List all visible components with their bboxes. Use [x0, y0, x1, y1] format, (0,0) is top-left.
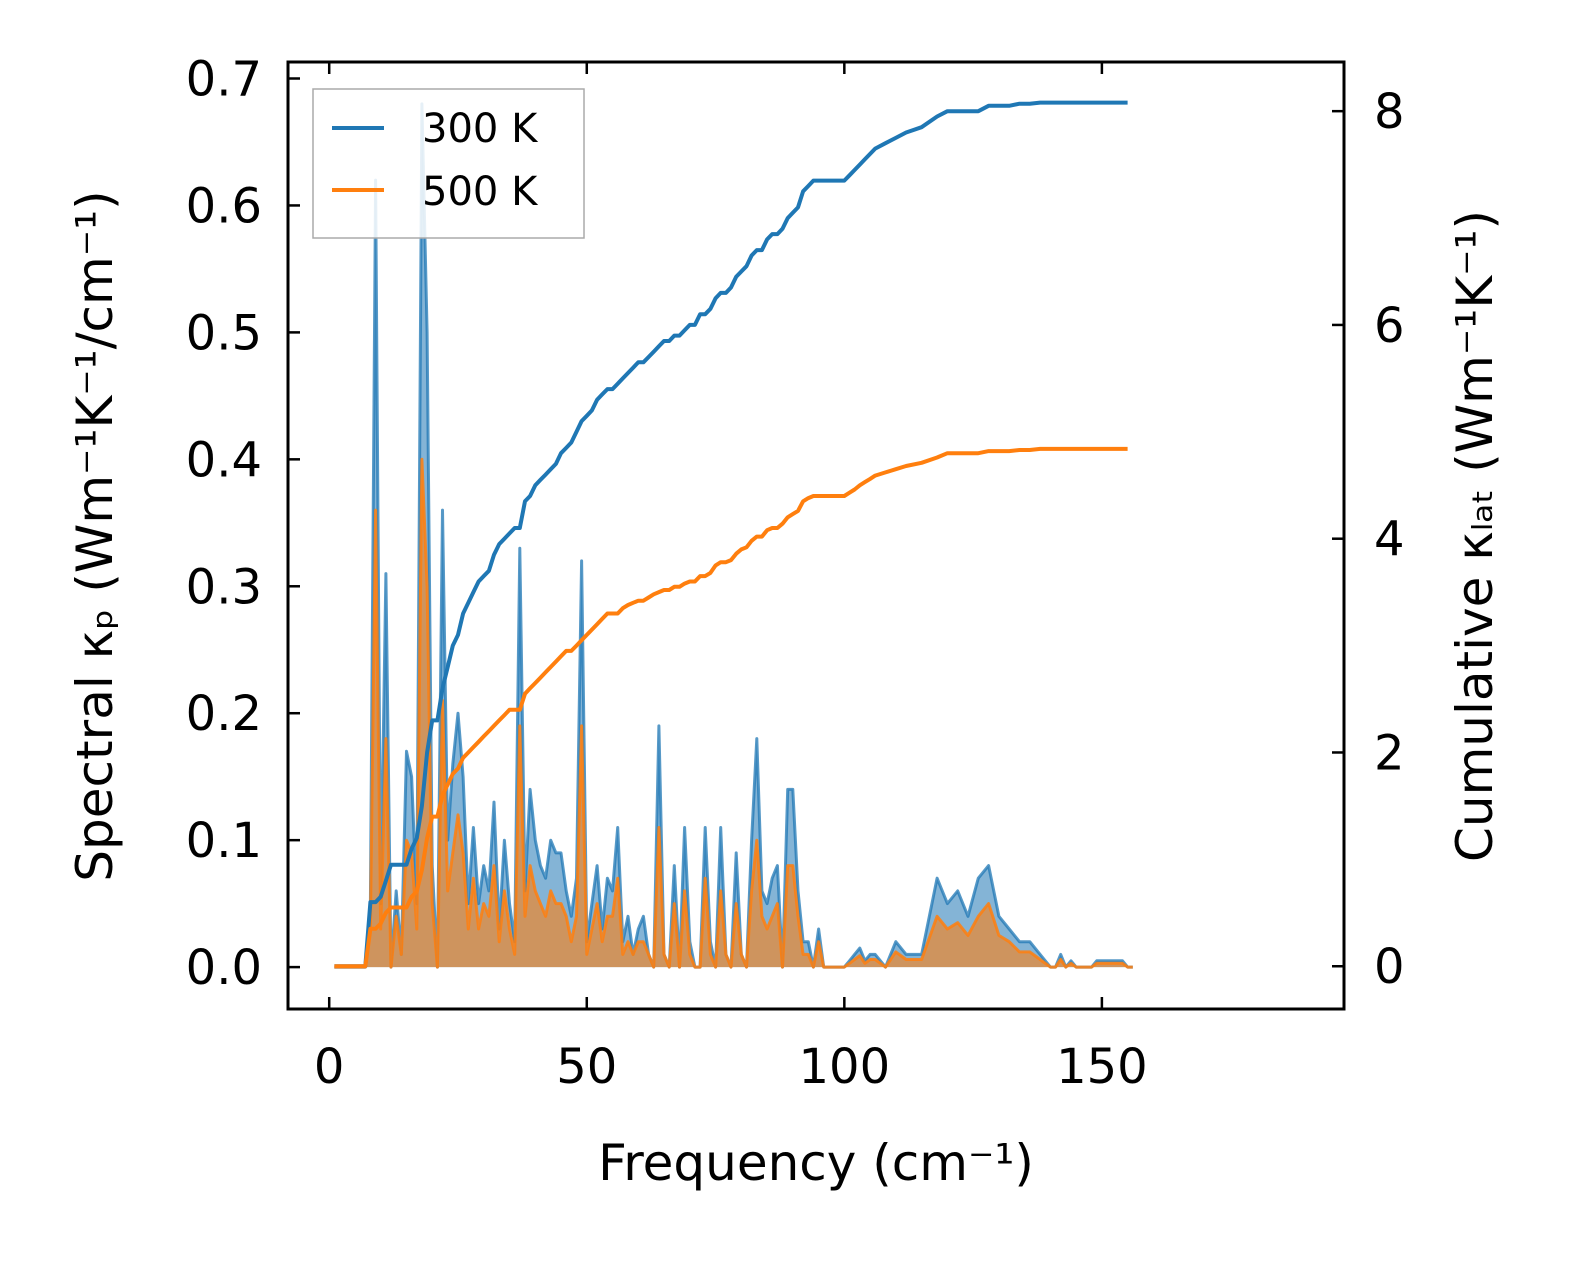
right-y-tick-label: 4 — [1374, 512, 1405, 568]
x-axis-label: Frequency (cm⁻¹) — [598, 1134, 1034, 1192]
x-tick-label: 100 — [799, 1039, 891, 1095]
right-y-axis-label: Cumulative κₗₐₜ (Wm⁻¹K⁻¹) — [1446, 210, 1504, 862]
left-y-tick-label: 0.0 — [186, 940, 262, 996]
left-y-tick-label: 0.7 — [186, 52, 262, 108]
left-y-tick-label: 0.5 — [186, 305, 262, 361]
legend-box — [312, 88, 585, 239]
x-tick-label: 0 — [314, 1039, 345, 1095]
right-y-tick-label: 6 — [1374, 298, 1405, 354]
x-tick-label: 150 — [1056, 1039, 1148, 1095]
left-y-tick-label: 0.1 — [186, 813, 262, 869]
left-y-tick-label: 0.4 — [186, 432, 262, 488]
right-y-tick-label: 8 — [1374, 84, 1405, 140]
legend-label-500k: 500 K — [422, 169, 539, 215]
left-y-axis-label: Spectral κₚ (Wm⁻¹K⁻¹/cm⁻¹) — [66, 190, 124, 881]
right-y-tick-label: 2 — [1374, 725, 1405, 781]
cumulative-line-500k — [334, 446, 1128, 969]
ticks: 0 50 100 150 0.0 0.1 0.2 0.3 0.4 0.5 0.6 0.7 0 2 4 6 8 — [186, 52, 1405, 1095]
left-y-tick-label: 0.6 — [186, 178, 262, 234]
right-y-tick-label: 0 — [1374, 939, 1405, 995]
plot-area — [334, 100, 1133, 969]
cumulative-line-300k — [334, 100, 1128, 969]
legend: 300 K 500 K — [312, 88, 585, 239]
spectral-area-500k — [334, 459, 1133, 968]
axes-frame — [286, 60, 1346, 1011]
spectral-line-500k — [334, 457, 1133, 969]
left-y-tick-label: 0.3 — [186, 559, 262, 615]
left-y-tick-label: 0.2 — [186, 686, 262, 742]
x-tick-label: 50 — [556, 1039, 617, 1095]
legend-label-300k: 300 K — [422, 106, 539, 152]
